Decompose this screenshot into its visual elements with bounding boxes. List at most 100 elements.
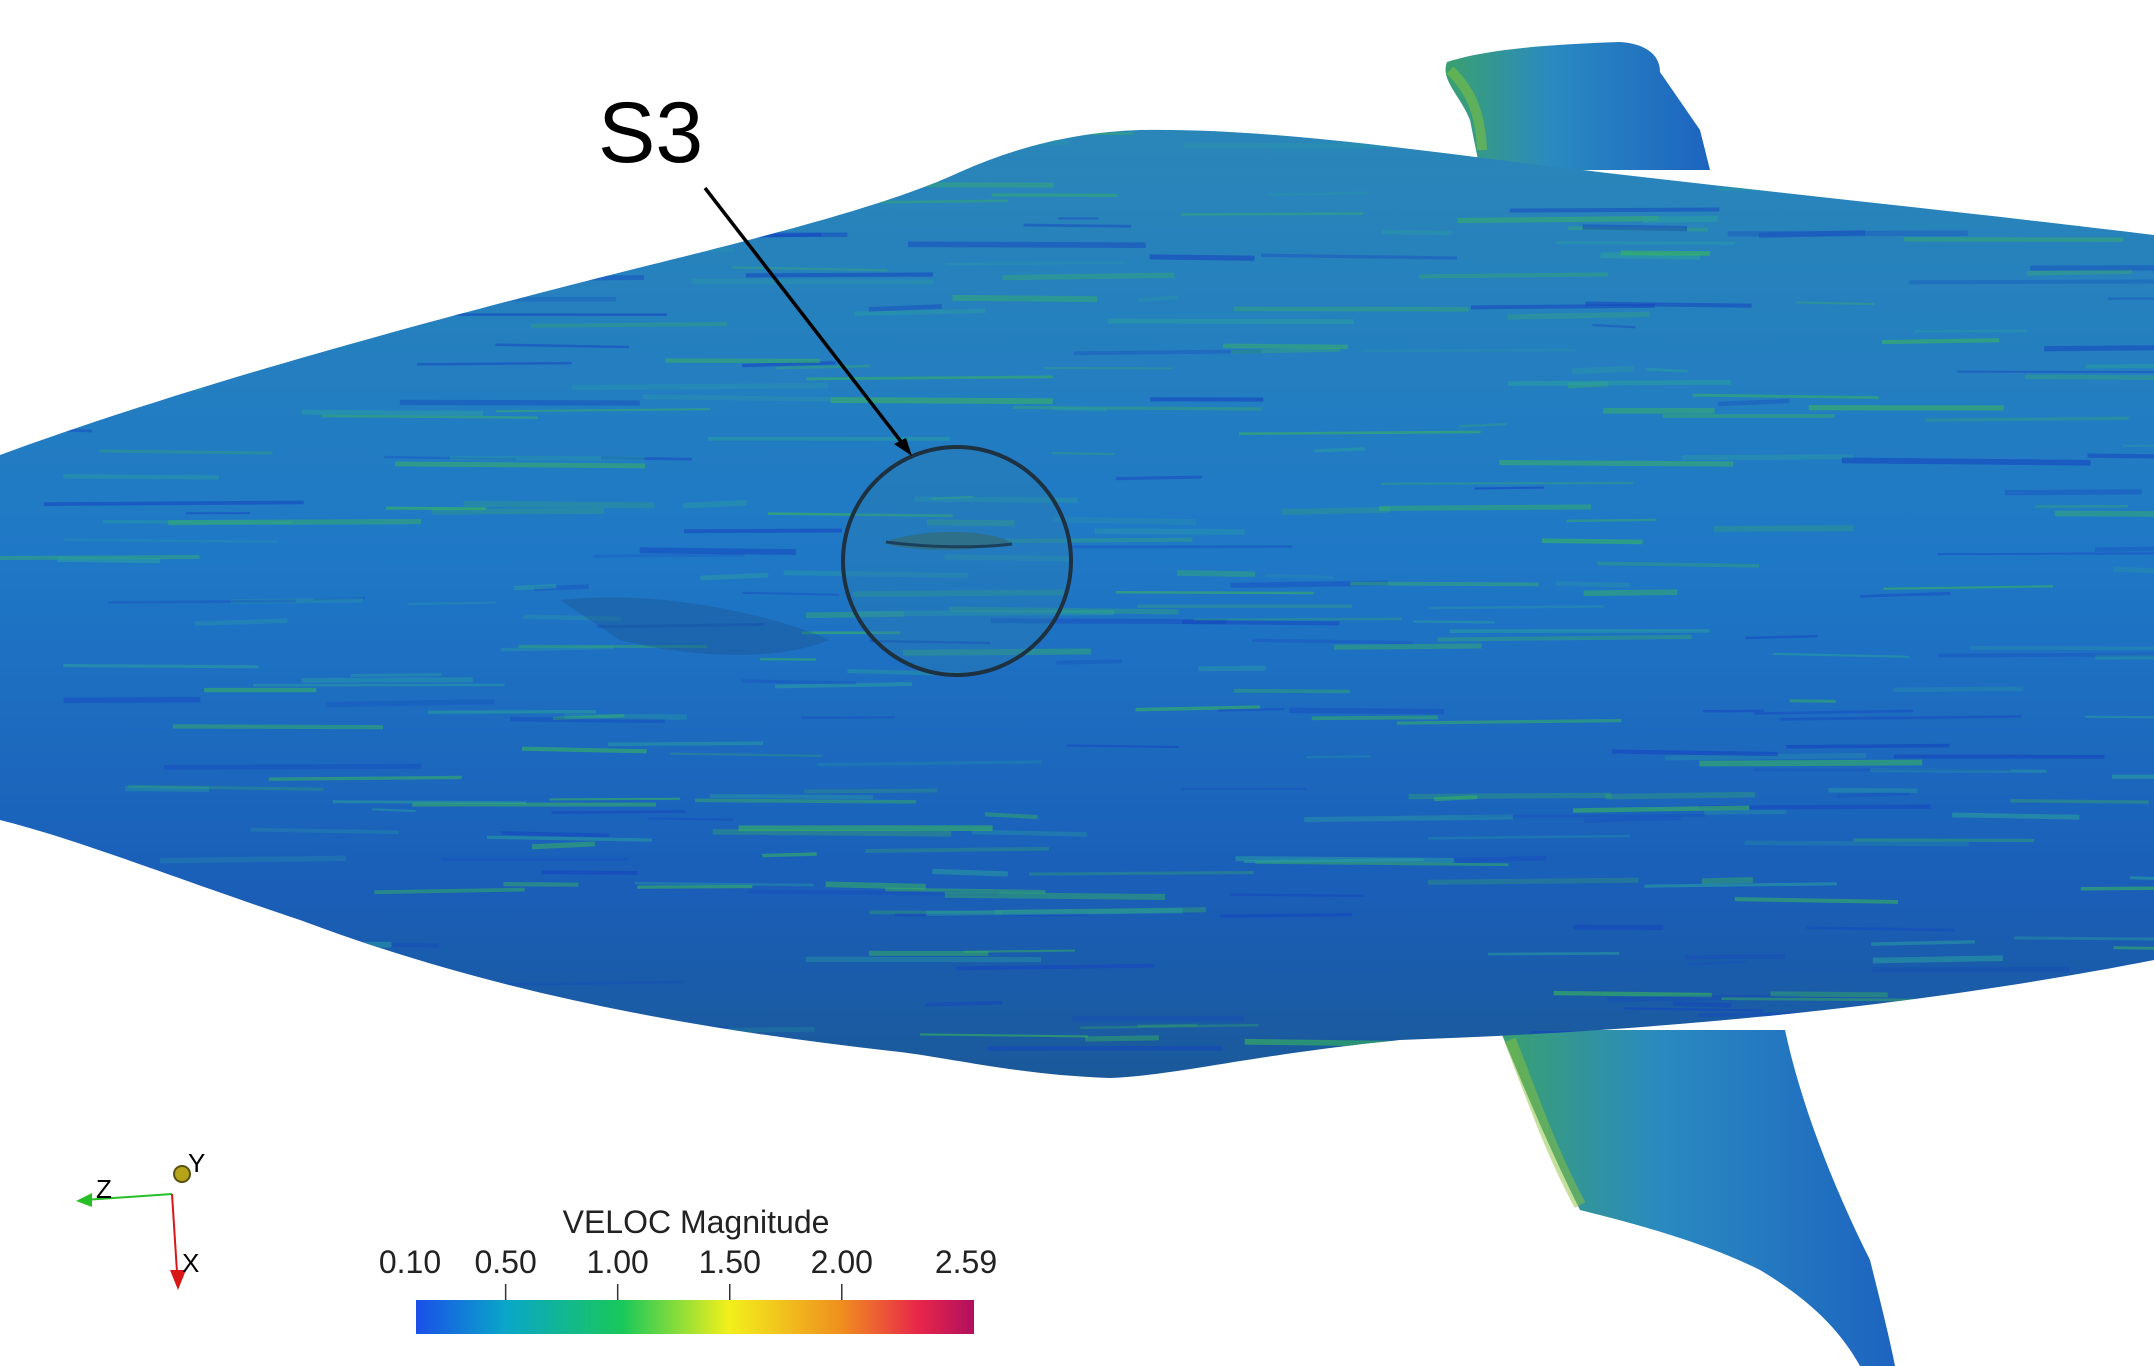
surface-streak <box>1181 212 1364 216</box>
surface-streak <box>517 1029 611 1035</box>
surface-streak <box>384 455 517 461</box>
surface-streak <box>247 335 314 342</box>
surface-streak <box>220 1002 453 1010</box>
surface-streak <box>1362 348 1576 353</box>
surface-streak <box>1937 552 2154 556</box>
surface-streak <box>288 241 515 248</box>
surface-streak <box>1507 311 1650 320</box>
surface-streak <box>1583 815 1681 823</box>
surface-streak <box>392 1028 628 1033</box>
surface-streak <box>185 286 269 294</box>
surface-streak <box>250 827 399 835</box>
surface-streak <box>762 852 817 858</box>
surface-streak <box>776 364 870 370</box>
surface-streak <box>374 887 525 895</box>
surface-streak <box>1182 619 1340 626</box>
surface-streak <box>865 846 1049 853</box>
surface-streak <box>885 887 1046 894</box>
surface-streak <box>453 255 653 260</box>
surface-streak <box>643 1026 815 1034</box>
surface-streak <box>732 266 888 272</box>
surface-streak <box>1714 525 1854 532</box>
surface-streak <box>2095 653 2154 660</box>
surface-streak <box>1012 405 1262 411</box>
surface-streak <box>991 193 1118 197</box>
surface-streak <box>1592 323 1636 329</box>
surface-streak <box>156 215 406 221</box>
surface-streak <box>89 168 330 174</box>
surface-streak <box>1597 561 1760 568</box>
surface-streak <box>830 397 1053 405</box>
surface-streak <box>1727 230 1968 237</box>
surface-streak <box>1773 652 1910 658</box>
surface-streak <box>1970 645 2154 651</box>
x-axis-arrow-icon <box>170 1270 186 1290</box>
surface-streak <box>102 520 293 525</box>
surface-streak <box>1115 475 1202 481</box>
surface-streak <box>528 241 641 248</box>
surface-streak <box>1883 585 2053 590</box>
surface-streak <box>1734 897 1899 904</box>
surface-streak <box>1350 581 1539 587</box>
surface-streak <box>1380 481 1633 485</box>
colorbar-tick-label: 2.00 <box>811 1244 873 1280</box>
surface-streak <box>1219 912 1353 918</box>
surface-streak <box>107 599 296 604</box>
surface-streak <box>984 812 1038 820</box>
surface-streak <box>1311 715 1438 721</box>
surface-streak <box>24 874 109 882</box>
surface-streak <box>1623 1007 1763 1012</box>
surface-streak <box>1029 870 1254 876</box>
surface-streak <box>806 375 1054 381</box>
surface-streak <box>501 980 685 986</box>
surface-streak <box>2080 885 2154 891</box>
surface-streak <box>11 219 192 226</box>
surface-streak <box>1265 574 1334 579</box>
surface-streak <box>695 798 917 804</box>
surface-streak <box>1571 365 1634 375</box>
surface-streak <box>363 159 422 169</box>
surface-streak <box>2004 489 2142 496</box>
surface-streak <box>540 275 645 281</box>
surface-streak <box>1701 877 1754 885</box>
surface-streak <box>350 672 442 678</box>
surface-streak <box>1193 617 1402 621</box>
surface-streak <box>1789 1045 1996 1053</box>
surface-streak <box>175 155 402 161</box>
surface-streak <box>6 319 183 326</box>
surface-streak <box>742 591 840 596</box>
surface-streak <box>1644 882 1837 888</box>
surface-streak <box>1056 659 1122 665</box>
surface-streak <box>268 775 462 781</box>
surface-streak <box>1872 955 2003 964</box>
surface-streak <box>346 1065 495 1071</box>
surface-streak <box>1704 809 1787 815</box>
surface-streak <box>648 817 734 821</box>
surface-streak <box>2024 374 2154 381</box>
surface-streak <box>682 499 748 509</box>
surface-streak <box>531 321 727 328</box>
surface-streak <box>1684 954 1786 960</box>
surface-streak <box>1672 1001 1732 1008</box>
surface-streak <box>1464 813 1706 818</box>
surface-streak <box>691 278 934 285</box>
surface-streak <box>600 456 693 461</box>
surface-streak <box>1568 226 1709 232</box>
surface-streak <box>1499 459 1734 467</box>
surface-streak <box>972 829 1087 837</box>
surface-streak <box>1255 861 1509 867</box>
surface-streak <box>164 230 245 236</box>
surface-streak <box>313 596 366 601</box>
upper-fin <box>1445 42 1710 170</box>
surface-streak <box>1744 840 1969 847</box>
surface-streak <box>1252 638 1413 645</box>
surface-streak <box>496 408 711 413</box>
surface-streak <box>56 556 161 564</box>
surface-streak <box>41 921 233 926</box>
surface-streak <box>1924 416 2129 422</box>
surface-streak <box>1244 1038 1397 1047</box>
axis-label-y: Y <box>188 1148 205 1178</box>
surface-streak <box>748 889 1000 896</box>
surface-streak <box>1600 252 1701 260</box>
surface-streak <box>1455 855 1547 863</box>
